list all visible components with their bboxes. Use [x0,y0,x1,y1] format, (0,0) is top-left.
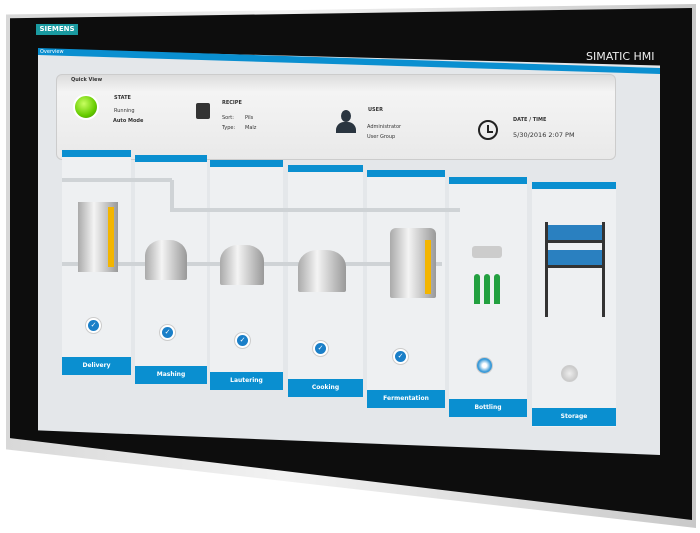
datetime-value: 5/30/2016 2:07 PM [513,131,575,139]
recipe-type-value: Malz [245,125,257,131]
check-icon: ✓ [159,324,176,341]
storage-rack-icon [545,222,605,317]
recipe-icon [196,103,210,119]
user-label: USER [368,107,383,113]
delivery-tank-icon [78,202,118,272]
state-mode: Auto Mode [113,118,144,124]
state-indicator-icon [73,94,99,120]
user-icon [336,110,356,134]
kettle-icon [298,250,346,292]
check-icon: ✓ [85,317,102,334]
stage-label: Cooking [288,379,363,397]
fermenter-icon [390,228,436,298]
clock-icon [478,120,498,140]
quick-view-title: Quick View [71,77,103,83]
pipe [170,208,460,212]
check-icon: ✓ [234,332,251,349]
state-label: STATE [114,95,131,101]
check-icon: ✓ [392,348,409,365]
quick-view-panel [56,74,616,160]
tab-overview[interactable]: Overview [40,49,64,55]
stage-label: Bottling [449,399,527,417]
recipe-sort-value: Pils [245,115,254,121]
stage-label: Fermentation [367,390,445,408]
stage-label: Lautering [210,372,283,390]
pipe [62,178,172,182]
mash-tun-icon [145,240,187,280]
bottles-icon [470,246,510,308]
stage-label: Storage [532,408,616,426]
state-status: Running [114,108,135,114]
progress-icon [476,357,493,374]
siemens-logo: SIEMENS [36,24,78,35]
model-label: SIMATIC HMI [586,50,655,63]
idle-icon [561,365,578,382]
user-group: User Group [367,134,396,140]
datetime-label: DATE / TIME [513,117,547,123]
recipe-label: RECIPE [222,100,242,106]
lauter-tun-icon [220,245,264,285]
check-icon: ✓ [312,340,329,357]
pipe [170,180,174,210]
stage-label: Delivery [62,357,131,375]
user-name: Administrator [367,124,402,130]
recipe-type-label: Type: [222,125,236,131]
stage-label: Mashing [135,366,207,384]
recipe-sort-label: Sort: [222,115,234,121]
